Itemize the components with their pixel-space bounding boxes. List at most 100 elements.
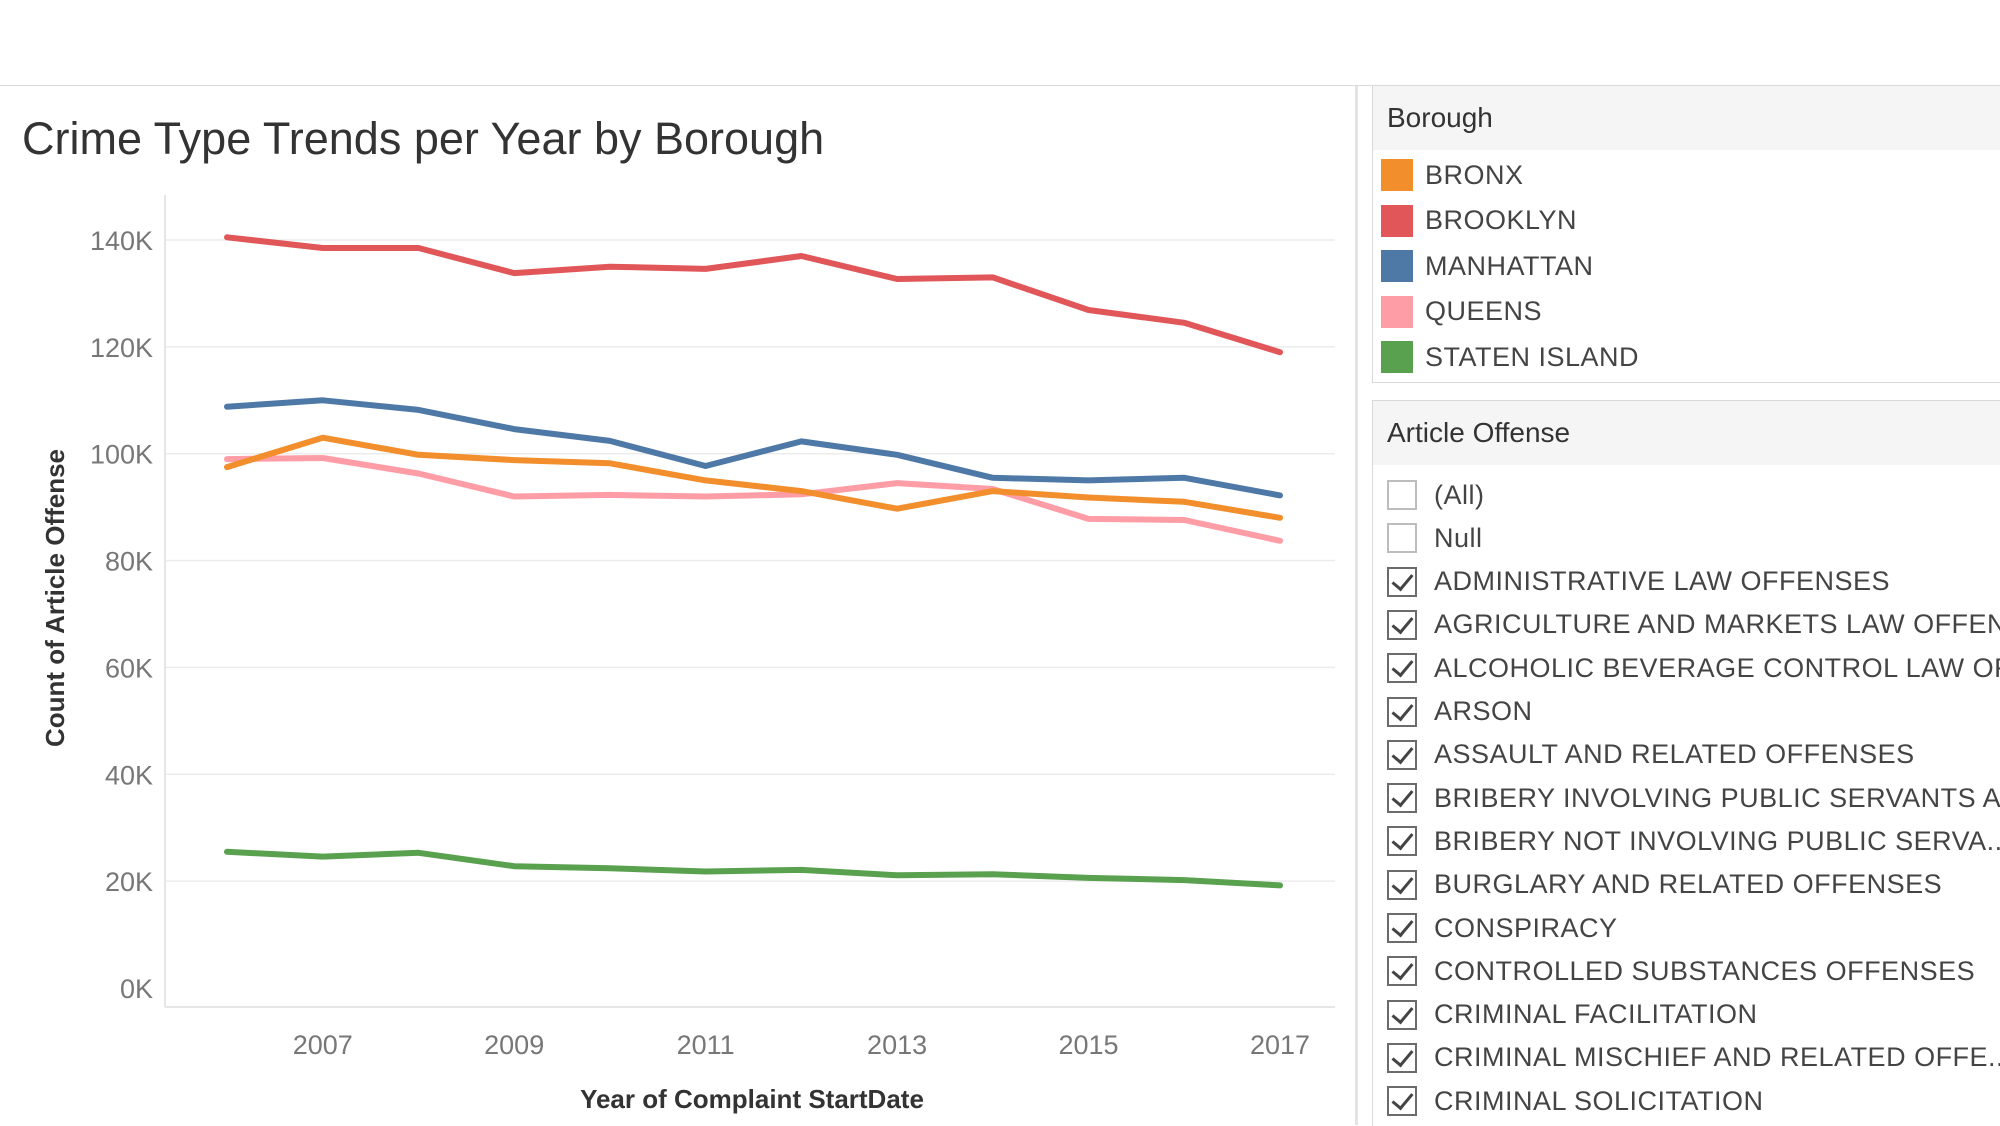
filter-label: CRIMINAL MISCHIEF AND RELATED OFFE... — [1434, 1042, 2000, 1073]
y-tick-label: 140K — [90, 226, 153, 256]
y-tick-label: 80K — [105, 547, 153, 577]
filter-label: CONSPIRACY — [1434, 912, 1618, 943]
legend-item-bronx[interactable]: BRONX — [1381, 155, 1524, 195]
filter-item[interactable]: BURGLARY AND RELATED OFFENSES — [1387, 865, 1942, 905]
checkbox-checked[interactable] — [1387, 566, 1417, 597]
filter-label: AGRICULTURE AND MARKETS LAW OFFEN... — [1434, 609, 2000, 640]
legend-title: Borough — [1373, 86, 2000, 150]
checkbox-checked[interactable] — [1387, 1042, 1417, 1073]
filter-item[interactable]: CONTROLLED SUBSTANCES OFFENSES — [1387, 951, 1975, 991]
checkbox-checked[interactable] — [1387, 696, 1417, 727]
legend-item-queens[interactable]: QUEENS — [1381, 292, 1542, 332]
filter-item[interactable]: (All) — [1387, 475, 1485, 515]
article-offense-filter: Article Offense (All) Null ADMINISTRATIVE … — [1372, 400, 2000, 1126]
filter-item[interactable]: BRIBERY NOT INVOLVING PUBLIC SERVA... — [1387, 821, 2000, 861]
checkbox-unchecked[interactable] — [1387, 480, 1417, 510]
check-icon — [1391, 567, 1414, 591]
top-toolbar — [0, 0, 2000, 86]
grid-lines — [165, 239, 1335, 882]
filter-label: BURGLARY AND RELATED OFFENSES — [1434, 869, 1943, 900]
series-lines — [224, 234, 1283, 889]
x-tick-label: 2013 — [867, 1030, 927, 1060]
x-tick-label: 2007 — [293, 1030, 353, 1060]
filter-label: ASSAULT AND RELATED OFFENSES — [1434, 739, 1915, 770]
y-tick-label: 60K — [105, 653, 153, 683]
check-icon — [1391, 870, 1414, 895]
borough-legend: Borough BRONX BROOKLYN MANHATTAN QUEENS STAT… — [1372, 86, 2000, 383]
checkbox-checked[interactable] — [1387, 913, 1417, 943]
check-icon — [1391, 957, 1414, 981]
check-icon — [1391, 741, 1414, 765]
checkbox-checked[interactable] — [1387, 609, 1417, 640]
checkbox-checked[interactable] — [1387, 869, 1417, 900]
checkbox-checked[interactable] — [1387, 783, 1417, 814]
filter-item[interactable]: AGRICULTURE AND MARKETS LAW OFFEN... — [1387, 605, 2000, 645]
y-tick-label: 100K — [90, 440, 153, 470]
legend-swatch — [1381, 250, 1413, 282]
filter-item[interactable]: ASSAULT AND RELATED OFFENSES — [1387, 735, 1915, 775]
legend-swatch — [1381, 159, 1413, 191]
legend-label: STATEN ISLAND — [1425, 341, 1640, 372]
series-line-queens — [224, 455, 1283, 544]
y-tick-label: 120K — [90, 333, 153, 363]
check-icon — [1391, 784, 1414, 808]
legend-item-brooklyn[interactable]: BROOKLYN — [1381, 201, 1577, 241]
filter-label: (All) — [1434, 479, 1485, 510]
y-tick-label: 20K — [105, 867, 153, 897]
check-icon — [1391, 1087, 1414, 1111]
legend-item-staten-island[interactable]: STATEN ISLAND — [1381, 337, 1639, 377]
x-axis-title: Year of Complaint StartDate — [580, 1084, 924, 1114]
check-icon — [1391, 654, 1414, 678]
legend-label: BROOKLYN — [1425, 205, 1578, 235]
filter-label: BRIBERY NOT INVOLVING PUBLIC SERVA... — [1434, 825, 2000, 856]
filter-item[interactable]: CRIMINAL FACILITATION — [1387, 995, 1758, 1035]
checkbox-checked[interactable] — [1387, 999, 1417, 1030]
filter-item[interactable]: CRIMINAL MISCHIEF AND RELATED OFFE... — [1387, 1038, 2000, 1078]
checkbox-checked[interactable] — [1387, 956, 1417, 987]
filter-item[interactable]: BRIBERY INVOLVING PUBLIC SERVANTS A... — [1387, 778, 2000, 818]
legend-swatch — [1381, 341, 1413, 373]
check-icon — [1391, 611, 1414, 635]
check-icon — [1391, 827, 1414, 851]
filter-item[interactable]: ADMINISTRATIVE LAW OFFENSES — [1387, 562, 1890, 602]
checkbox-checked[interactable] — [1387, 826, 1417, 857]
filter-item[interactable]: CONSPIRACY — [1387, 908, 1618, 948]
check-icon — [1391, 914, 1414, 938]
legend-swatch — [1381, 204, 1413, 237]
series-line-manhattan — [224, 397, 1283, 499]
checkbox-checked[interactable] — [1387, 1086, 1417, 1117]
legend-swatch — [1381, 295, 1413, 328]
axis-labels: 0K 20K 40K 60K 80K 100K 120K 140K 2007 2009 2011 20… — [40, 226, 1310, 1114]
checkbox-unchecked[interactable] — [1387, 523, 1417, 554]
x-tick-label: 2009 — [484, 1030, 544, 1060]
pane-divider — [1355, 86, 1358, 1125]
checkbox-checked[interactable] — [1387, 653, 1417, 684]
series-line-brooklyn — [224, 234, 1283, 356]
chart-pane — [0, 86, 1355, 1125]
legend-label: QUEENS — [1425, 296, 1543, 326]
series-line-bronx — [224, 434, 1283, 521]
chart-title: Crime Type Trends per Year by Borough — [22, 113, 825, 164]
filter-label: Null — [1434, 522, 1483, 553]
filter-item[interactable]: Null — [1387, 518, 1483, 558]
x-tick-label: 2015 — [1059, 1030, 1119, 1060]
filter-label: ADMINISTRATIVE LAW OFFENSES — [1434, 566, 1891, 597]
legend-item-manhattan[interactable]: MANHATTAN — [1381, 246, 1594, 286]
checkbox-checked[interactable] — [1387, 739, 1417, 770]
filter-item[interactable]: CRIMINAL SOLICITATION — [1387, 1081, 1764, 1121]
check-icon — [1391, 1044, 1414, 1068]
filter-label: ARSON — [1434, 696, 1533, 726]
check-icon — [1391, 697, 1414, 721]
filter-item[interactable]: ALCOHOLIC BEVERAGE CONTROL LAW OF... — [1387, 648, 2000, 688]
filter-title: Article Offense — [1373, 401, 2000, 465]
x-tick-label: 2011 — [677, 1030, 735, 1060]
line-chart: 0K 20K 40K 60K 80K 100K 120K 140K 2007 2009 2011 20… — [40, 195, 1335, 1114]
filter-label: CONTROLLED SUBSTANCES OFFENSES — [1434, 955, 1976, 986]
filter-item[interactable]: ARSON — [1387, 692, 1533, 732]
y-axis-title: Count of Article Offense — [40, 449, 70, 747]
y-tick-label: 0K — [120, 974, 153, 1004]
legend-label: MANHATTAN — [1425, 250, 1594, 281]
y-tick-label: 40K — [105, 760, 153, 790]
filter-label: CRIMINAL SOLICITATION — [1434, 1085, 1764, 1116]
series-line-staten-island — [224, 848, 1283, 889]
